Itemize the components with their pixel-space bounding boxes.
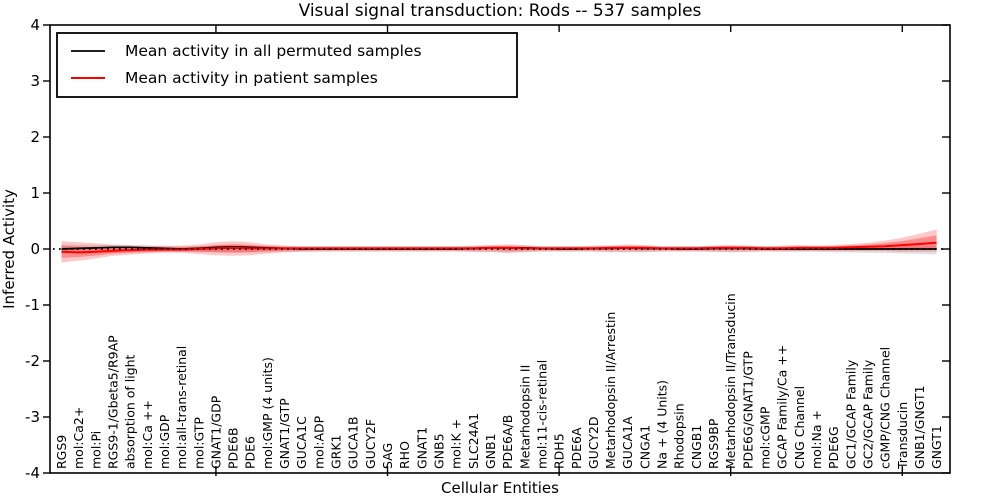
- x-tick-label: GNB1: [483, 433, 498, 469]
- x-tick-label: CNGA1: [637, 425, 652, 469]
- x-tick-label: Na + (4 Units): [655, 380, 670, 469]
- x-tick-label: CNG Channel: [792, 386, 807, 469]
- band-1-outer: [61, 229, 937, 263]
- legend: Mean activity in all permuted samples Me…: [56, 32, 518, 98]
- y-tick-label: 3: [30, 72, 40, 90]
- x-tick-label: GC1/GCAP Family: [843, 359, 858, 469]
- x-tick-label: mol:Ca2+: [71, 407, 86, 469]
- x-tick-label: GNGT1: [929, 425, 944, 469]
- x-tick-label: GRK1: [329, 434, 344, 469]
- x-tick-label: mol:GTP: [191, 417, 206, 469]
- x-tick-label: GUCY2D: [586, 416, 601, 469]
- band-1-inner: [61, 235, 937, 258]
- y-tick-labels: -4 -3 -2 -1 0 1 2 3 4: [25, 16, 40, 482]
- x-tick-label: Rhodopsin: [672, 403, 687, 469]
- chart-title: Visual signal transduction: Rods -- 537 …: [299, 1, 702, 21]
- x-tick-label: PDE6G: [826, 426, 841, 469]
- x-tick-label: GUCY2F: [363, 419, 378, 469]
- x-tick-label: mol:cGMP: [758, 406, 773, 469]
- legend-box: [56, 32, 518, 98]
- x-tick-label: GNB5: [431, 433, 446, 469]
- x-tick-label: GUCA1B: [346, 416, 361, 469]
- x-tick-label: mol:GMP (4 units): [260, 357, 275, 469]
- x-tick-label: mol:11-cis-retinal: [534, 360, 549, 469]
- mean-line-1: [61, 241, 937, 254]
- x-tick-label: Metarhodopsin II/Arrestin: [603, 312, 618, 469]
- x-tick-label: Metarhodopsin II: [517, 365, 532, 469]
- x-tick-label: Metarhodopsin II/Transducin: [723, 293, 738, 469]
- y-tick-label: -2: [25, 352, 40, 370]
- x-tick-label: PDE6G/GNAT1/GTP: [740, 351, 755, 469]
- x-tick-label: mol:Na +: [809, 410, 824, 469]
- mean-lines: [61, 241, 937, 254]
- x-tick-label: mol:all-trans-retinal: [174, 346, 189, 469]
- y-axis-label: Inferred Activity: [0, 189, 18, 309]
- legend-patient-label: Mean activity in patient samples: [125, 69, 378, 87]
- x-tick-label: SAG: [380, 443, 395, 469]
- x-tick-label: RDH5: [552, 433, 567, 469]
- x-axis-label: Cellular Entities: [441, 479, 559, 497]
- y-tick-label: -1: [25, 296, 40, 314]
- x-tick-label: GUCA1A: [620, 416, 635, 469]
- x-tick-label: Transducin: [895, 402, 910, 470]
- x-tick-label: GCAP Family/Ca ++: [775, 345, 790, 469]
- x-tick-label: CNGB1: [689, 425, 704, 469]
- x-tick-label: PDE6: [243, 436, 258, 469]
- y-tick-label: 1: [30, 184, 40, 202]
- x-tick-label: RGS9BP: [706, 418, 721, 469]
- x-tick-label: GC2/GCAP Family: [860, 359, 875, 469]
- x-tick-label: absorption of light: [123, 354, 138, 469]
- x-tick-label: RGS9-1/Gbeta5/R9AP: [105, 335, 120, 469]
- x-tick-label: PDE6B: [226, 427, 241, 469]
- x-tick-label: GUCA1C: [294, 416, 309, 469]
- x-tick-label: mol:GDP: [157, 414, 172, 469]
- x-tick-label: PDE6A: [569, 427, 584, 469]
- x-tick-label: cGMP/CNG Channel: [878, 347, 893, 469]
- legend-permuted-label: Mean activity in all permuted samples: [125, 42, 422, 60]
- y-tick-label: -3: [25, 408, 40, 426]
- x-tick-label: PDE6A/B: [500, 415, 515, 469]
- x-tick-label: SLC24A1: [466, 413, 481, 469]
- x-tick-label: RHO: [397, 441, 412, 469]
- x-tick-label: mol:ADP: [311, 415, 326, 469]
- y-tick-label: 2: [30, 128, 40, 146]
- x-tick-label: GNB1/GNGT1: [912, 385, 927, 469]
- x-category-labels: RGS9 mol:Ca2+ mol:Pi RGS9-1/Gbeta5/R9AP abso…: [54, 293, 944, 470]
- x-tick-label: mol:K +: [449, 419, 464, 469]
- y-tick-label: 0: [30, 240, 40, 258]
- x-tick-label: mol:Ca ++: [140, 400, 155, 469]
- x-tick-label: GNAT1/GDP: [208, 395, 223, 469]
- y-tick-label: 4: [30, 16, 40, 34]
- y-tick-label: -4: [25, 464, 40, 482]
- x-tick-label: GNAT1: [414, 427, 429, 469]
- x-tick-label: GNAT1/GTP: [277, 398, 292, 469]
- x-tick-label: RGS9: [54, 435, 69, 469]
- axis-ticks: [43, 24, 950, 476]
- x-tick-label: mol:Pi: [88, 431, 103, 469]
